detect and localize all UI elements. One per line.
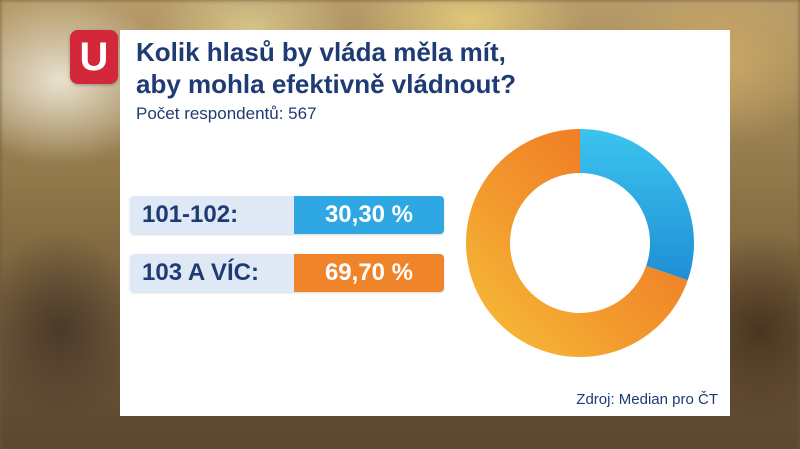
title-line-1: Kolik hlasů by vláda měla mít, [136, 37, 506, 67]
legend-label: 101-102: [130, 196, 294, 234]
donut-slice-103-plus [466, 129, 688, 357]
chart-card: Kolik hlasů by vláda měla mít, aby mohla… [120, 30, 730, 416]
legend-label: 103 A VÍC: [130, 254, 294, 292]
legend-value: 30,30 % [294, 196, 444, 234]
respondents-count: Počet respondentů: 567 [136, 104, 317, 123]
chart-title: Kolik hlasů by vláda měla mít, aby mohla… [136, 36, 576, 100]
donut-chart [466, 129, 694, 357]
legend-value: 69,70 % [294, 254, 444, 292]
logo-letter: U [79, 35, 109, 79]
legend-row-101-102: 101-102: 30,30 % [130, 196, 444, 234]
channel-logo: U [70, 30, 118, 84]
title-line-2: aby mohla efektivně vládnout? [136, 69, 516, 99]
legend-row-103-plus: 103 A VÍC: 69,70 % [130, 254, 444, 292]
donut-slice-101-102 [580, 129, 694, 281]
source-note: Zdroj: Median pro ČT [576, 391, 718, 408]
